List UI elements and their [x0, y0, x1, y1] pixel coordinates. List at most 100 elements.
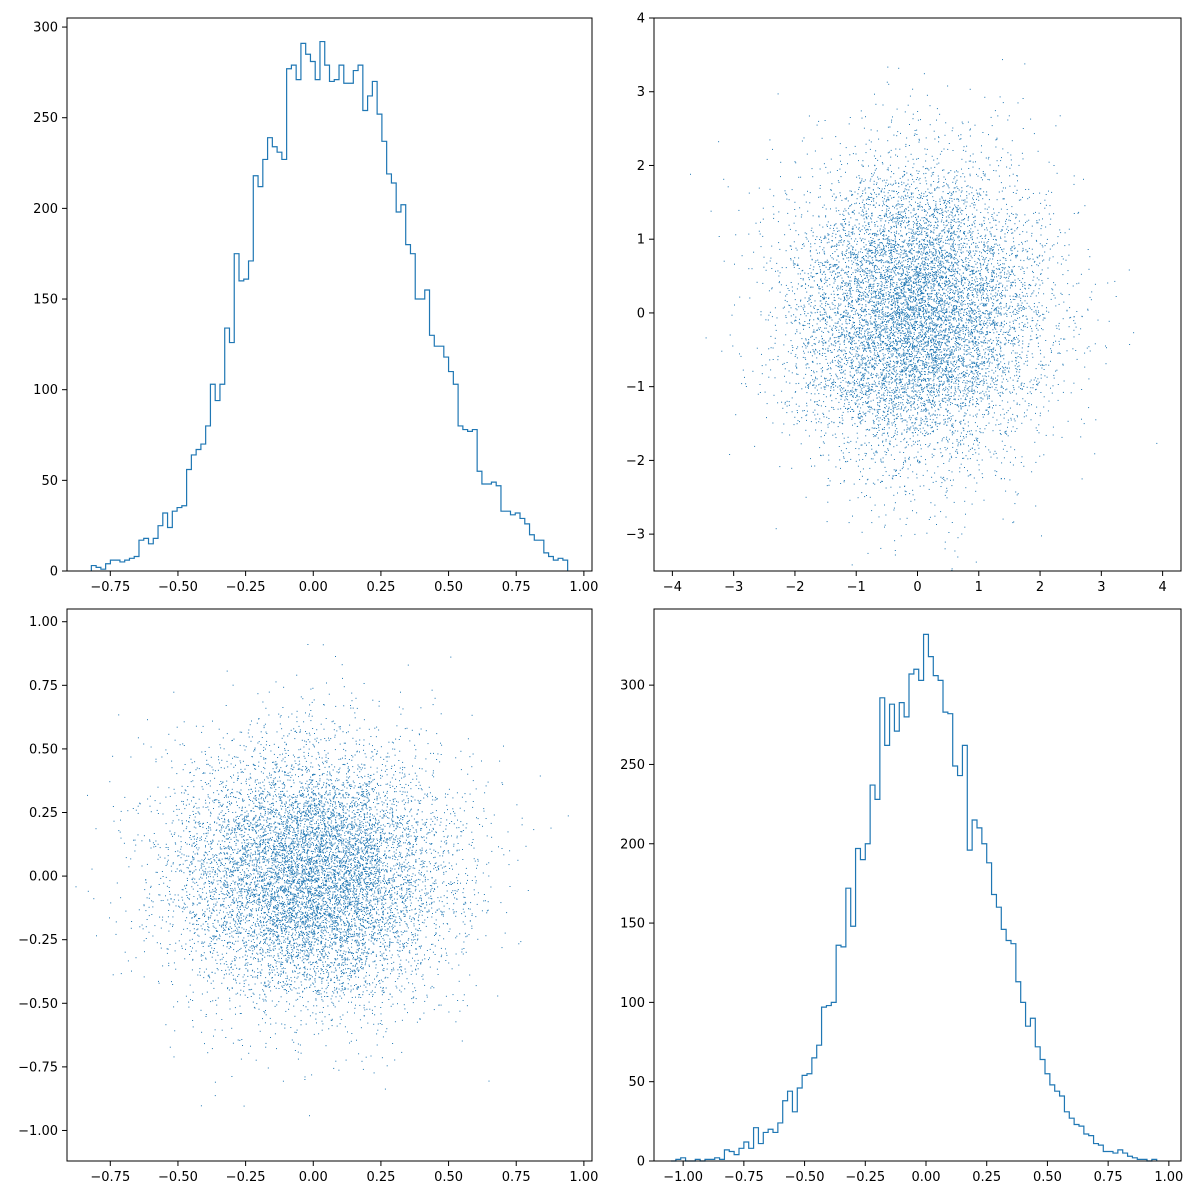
- scatter-point: [904, 369, 906, 371]
- scatter-point: [916, 134, 918, 135]
- scatter-point: [969, 364, 971, 365]
- scatter-point: [919, 223, 920, 225]
- scatter-point: [935, 334, 937, 336]
- scatter-point: [960, 402, 962, 404]
- scatter-point: [866, 286, 867, 288]
- scatter-point: [768, 376, 770, 378]
- scatter-point: [888, 427, 890, 429]
- scatter-point: [888, 419, 890, 421]
- scatter-point: [910, 336, 912, 337]
- scatter-point: [943, 370, 945, 372]
- scatter-point: [898, 323, 900, 325]
- scatter-point: [1009, 254, 1011, 256]
- scatter-point: [839, 343, 841, 345]
- scatter-point: [904, 363, 906, 365]
- scatter-point: [908, 417, 910, 419]
- scatter-point: [930, 390, 932, 392]
- scatter-point: [1036, 430, 1038, 431]
- scatter-point: [934, 367, 936, 369]
- scatter-point: [949, 336, 950, 338]
- scatter-point: [857, 353, 859, 355]
- scatter-point: [868, 359, 870, 361]
- scatter-point: [741, 255, 743, 257]
- scatter-point: [917, 440, 919, 442]
- scatter-point: [899, 353, 901, 355]
- scatter-point: [1070, 316, 1072, 318]
- scatter-point: [920, 243, 922, 245]
- scatter-point: [861, 307, 863, 308]
- scatter-point: [975, 276, 977, 278]
- scatter-point: [808, 385, 810, 387]
- scatter-point: [1031, 265, 1033, 267]
- scatter-point: [892, 218, 894, 220]
- scatter-point: [834, 305, 836, 307]
- scatter-point: [1041, 280, 1043, 282]
- scatter-point: [1017, 342, 1019, 343]
- scatter-point: [971, 295, 973, 296]
- scatter-point: [904, 312, 906, 314]
- scatter-point: [886, 316, 888, 318]
- scatter-point: [884, 524, 886, 526]
- scatter-point: [835, 314, 837, 316]
- scatter-point: [1081, 478, 1083, 480]
- scatter-point: [911, 375, 912, 377]
- scatter-point: [909, 322, 911, 324]
- scatter-point: [927, 202, 929, 204]
- scatter-point: [901, 370, 903, 372]
- scatter-point: [874, 435, 876, 436]
- scatter-point: [987, 407, 989, 408]
- scatter-point: [978, 291, 980, 293]
- scatter-point: [834, 340, 836, 342]
- scatter-point: [957, 296, 959, 298]
- scatter-point: [975, 304, 977, 306]
- scatter-point: [924, 327, 926, 329]
- scatter-point: [885, 374, 887, 376]
- scatter-point: [936, 306, 938, 308]
- scatter-point: [898, 306, 900, 308]
- scatter-point: [847, 244, 849, 245]
- scatter-point: [945, 302, 947, 304]
- scatter-point: [838, 337, 840, 339]
- scatter-point: [842, 244, 844, 246]
- scatter-point: [957, 336, 959, 338]
- scatter-point: [821, 319, 823, 321]
- scatter-point: [951, 522, 953, 523]
- scatter-point: [939, 285, 940, 287]
- scatter-point: [887, 390, 889, 392]
- scatter-point: [884, 385, 886, 387]
- scatter-point: [849, 290, 851, 292]
- scatter-point: [987, 313, 989, 315]
- scatter-point: [997, 379, 998, 381]
- scatter-point: [846, 441, 848, 443]
- scatter-point: [837, 408, 839, 410]
- scatter-point: [848, 302, 850, 304]
- scatter-point: [1039, 325, 1041, 326]
- scatter-point: [851, 358, 853, 360]
- scatter-point: [948, 222, 950, 224]
- scatter-point: [925, 330, 927, 332]
- scatter-point: [991, 263, 992, 265]
- scatter-point: [830, 375, 832, 377]
- scatter-point: [856, 219, 858, 221]
- scatter-point: [986, 277, 988, 279]
- scatter-point: [901, 369, 903, 370]
- scatter-point: [873, 327, 875, 329]
- scatter-point: [888, 83, 890, 85]
- scatter-point: [909, 438, 911, 440]
- scatter-point: [874, 255, 876, 257]
- scatter-point: [930, 183, 932, 185]
- scatter-point: [1016, 312, 1018, 314]
- scatter-point: [912, 275, 914, 277]
- scatter-point: [961, 190, 963, 192]
- scatter-point: [947, 441, 949, 443]
- scatter-point: [966, 197, 968, 199]
- scatter-point: [951, 311, 953, 313]
- scatter-point: [913, 298, 915, 300]
- scatter-point: [966, 185, 968, 187]
- scatter-point: [912, 374, 913, 376]
- scatter-point: [942, 245, 944, 247]
- scatter-point: [769, 260, 771, 262]
- scatter-point: [913, 350, 915, 352]
- scatter-point: [993, 372, 995, 374]
- scatter-point: [867, 328, 869, 330]
